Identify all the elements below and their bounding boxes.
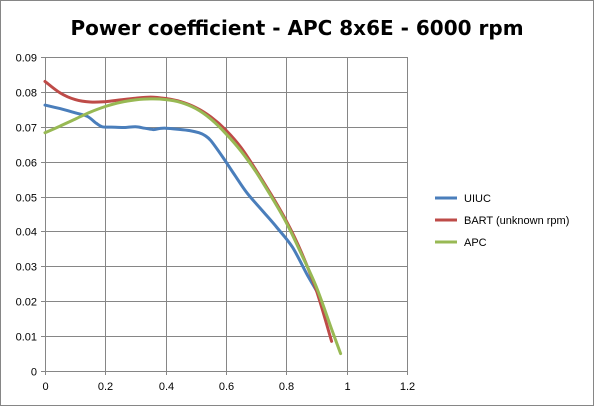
y-tick-label: 0.03: [16, 262, 37, 274]
legend-label-apc: APC: [464, 237, 487, 249]
series-line-apc: [43, 97, 343, 356]
series-line-uiuc: [43, 103, 318, 293]
series-line-bart-unknown-rpm: [43, 79, 334, 343]
y-tick-label: 0: [31, 367, 37, 379]
chart-title: Power coefficient - APC 8x6E - 6000 rpm: [70, 16, 523, 40]
y-axis-tick-labels: 0 0.01 0.02 0.03 0.04 0.05 0.06 0.07 0.08 0.09: [16, 53, 37, 379]
legend-label-uiuc: UIUC: [464, 193, 491, 205]
legend-label-bart-unknown-rpm: BART (unknown rpm): [464, 215, 569, 227]
axes: [41, 57, 408, 375]
x-tick-label: 0.2: [98, 381, 113, 393]
x-tick-label: 1.2: [400, 381, 415, 393]
x-tick-label: 0.6: [219, 381, 234, 393]
y-tick-label: 0.08: [16, 88, 37, 100]
x-tick-label: 0.4: [159, 381, 174, 393]
y-tick-label: 0.07: [16, 123, 37, 135]
x-axis-tick-labels: 0 0.2 0.4 0.6 0.8 1 1.2: [42, 381, 415, 393]
y-tick-label: 0.04: [16, 227, 37, 239]
legend: UIUC BART (unknown rpm) APC: [435, 193, 569, 249]
x-tick-label: 0: [42, 381, 48, 393]
y-tick-label: 0.06: [16, 158, 37, 170]
y-tick-label: 0.02: [16, 297, 37, 309]
y-tick-label: 0.09: [16, 53, 37, 65]
series-lines: [43, 79, 343, 356]
y-tick-label: 0.05: [16, 193, 37, 205]
x-tick-label: 0.8: [279, 381, 294, 393]
y-tick-label: 0.01: [16, 332, 37, 344]
grid: [45, 57, 408, 372]
x-tick-label: 1: [344, 381, 350, 393]
